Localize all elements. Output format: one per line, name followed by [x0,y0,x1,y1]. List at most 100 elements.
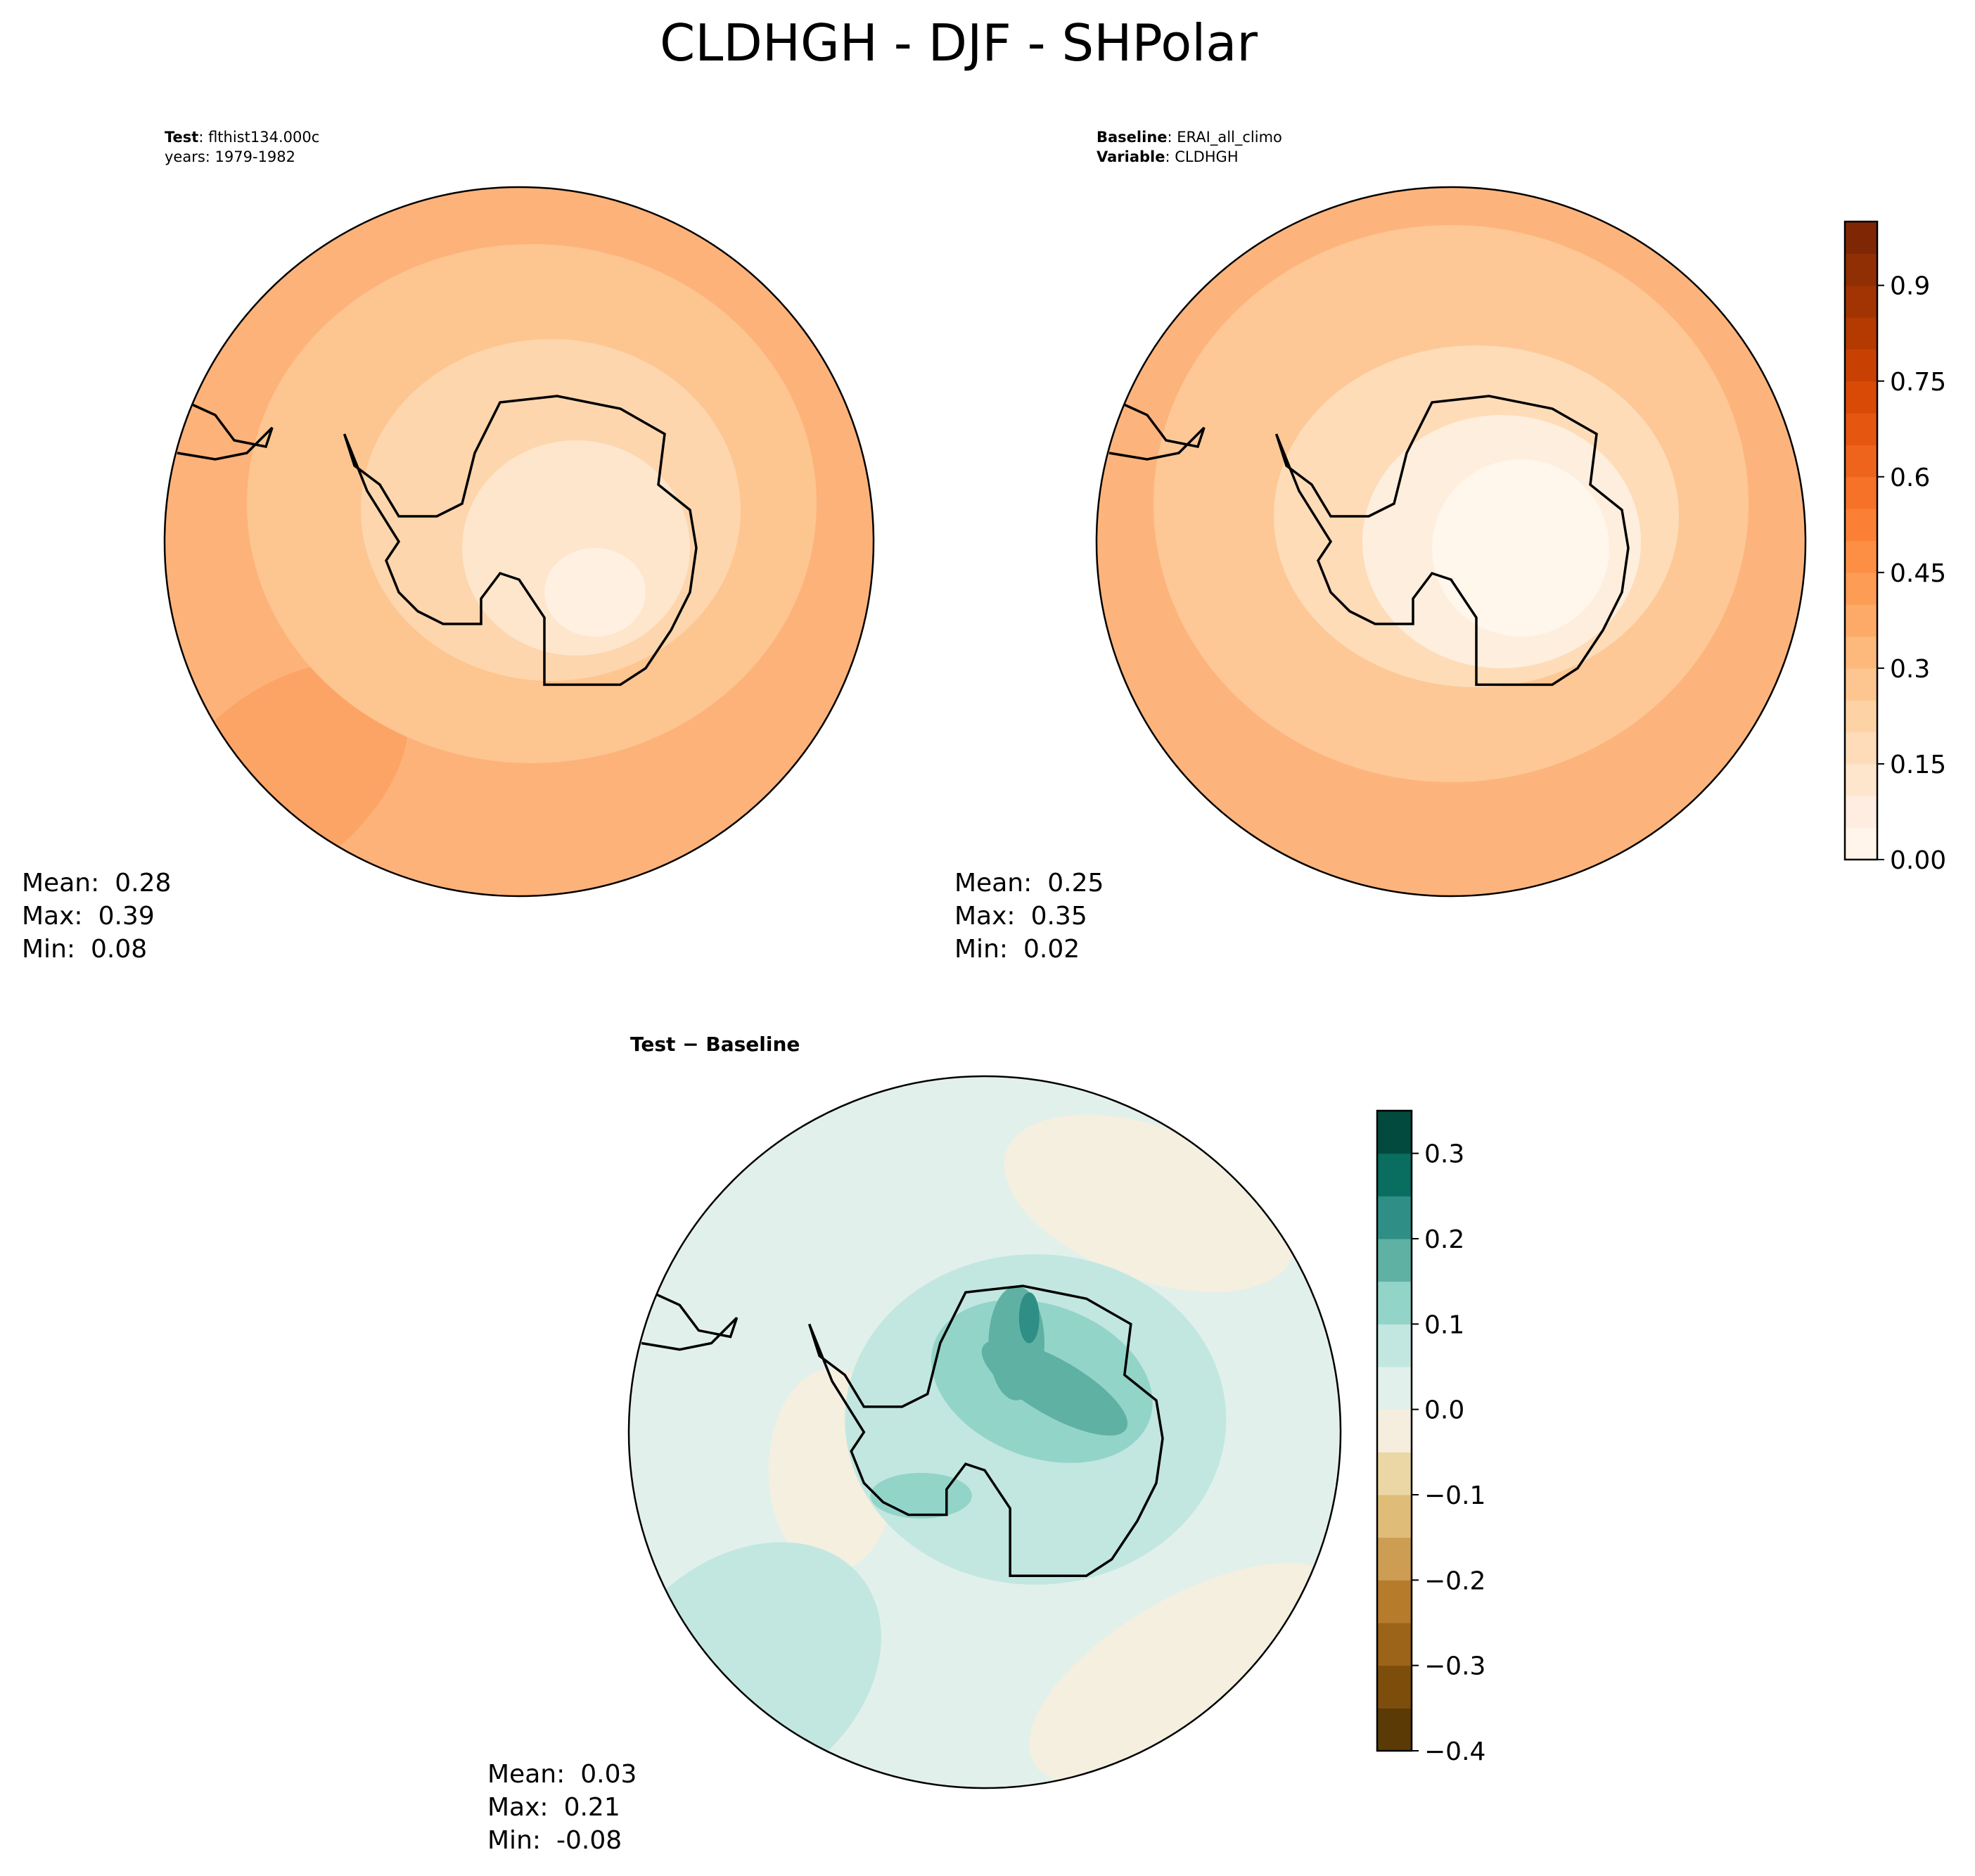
colorbar-band [1845,636,1877,669]
colorbar-band [1377,1409,1412,1453]
coastline [641,1292,737,1349]
colorbar-frame [1843,220,1879,861]
colorbar-band [1377,1580,1412,1623]
colorbar-band [1845,796,1877,829]
colorbar-band [1377,1239,1412,1282]
coastline [177,402,272,459]
coastline [345,396,696,684]
stat-label: Min: [22,935,75,964]
panel-header: Baseline: ERAI_all_climo [1097,129,1282,146]
stat-value: 0.08 [91,935,147,964]
contour-region [1018,1292,1040,1344]
colorbar-tick-label: −0.2 [1424,1566,1485,1595]
header-bold: Test [165,129,198,146]
colorbar-band [1845,700,1877,733]
stat-value: 0.39 [98,902,155,931]
colorbar-band [1845,317,1877,350]
colorbar-band [1845,285,1877,318]
map-boundary [163,186,875,898]
colorbar-band [1377,1367,1412,1410]
colorbar-band [1845,253,1877,286]
stat-label: Max: [487,1793,549,1822]
colorbar-band [1845,572,1877,605]
colorbar-tick-label: 0.00 [1890,846,1946,875]
stat-label: Min: [487,1826,541,1855]
colorbar-band [1845,540,1877,573]
colorbar-band [1377,1495,1412,1538]
stat-line: Max: 0.35 [954,902,1087,931]
map-panel: Test − Baseline Mean: 0.03 Max: 0.21 Min: -0.0… [487,1033,1485,1855]
colorbar-band [1845,413,1877,445]
coastline [810,1286,1163,1576]
stat-value: 0.35 [1031,902,1087,931]
stat-line: Min: -0.08 [487,1826,622,1855]
colorbar-tick-label: 0.0 [1424,1396,1464,1425]
colorbar-band [1377,1111,1412,1154]
coastline [1277,396,1628,684]
colorbar-band [1845,476,1877,509]
stat-line: Mean: 0.28 [22,869,171,898]
header-text: years: 1979-1982 [165,148,295,165]
stat-value: 0.03 [580,1760,637,1789]
colorbar-band [1377,1324,1412,1367]
header-bold: Baseline [1097,129,1168,146]
colorbar-tick-label: 0.3 [1890,655,1930,684]
contour-region [1432,459,1609,637]
stat-label: Min: [954,935,1008,964]
colorbar-band [1845,349,1877,382]
stat-label: Mean: [487,1760,565,1789]
colorbar-tick-label: 0.1 [1424,1310,1464,1339]
colorbar-band [1845,445,1877,478]
colorbar-tick-label: −0.4 [1424,1737,1485,1766]
contour-region [544,548,646,637]
colorbar-band [1845,222,1877,254]
contour-region [1029,1562,1341,1785]
colorbar-band [1845,381,1877,414]
map-fill [1097,187,1805,896]
header-bold: Variable [1097,148,1165,165]
panel-header: years: 1979-1982 [165,148,295,165]
colorbar-tick-label: 0.75 [1890,368,1946,397]
stat-label: Max: [22,902,83,931]
header-text: : ERAI_all_climo [1168,129,1282,146]
colorbar-band [1377,1281,1412,1325]
map-boundary [1095,186,1807,898]
colorbar-frame [1376,1109,1413,1752]
map-panel: Test: flthist134.000c years: 1979-1982 Mea… [22,129,875,964]
stat-line: Min: 0.02 [954,935,1080,964]
stat-label: Mean: [954,869,1032,898]
colorbar-band [1845,604,1877,637]
map-fill [629,1076,1341,1788]
colorbar-tick-label: 0.6 [1890,464,1930,492]
colorbar-tick-label: 0.15 [1890,751,1946,779]
colorbar-band [1377,1665,1412,1709]
stat-value: 0.21 [564,1793,620,1822]
stat-value: -0.08 [556,1826,622,1855]
colorbar-band [1377,1537,1412,1581]
coastline [1109,402,1204,459]
stat-value: 0.28 [115,869,171,898]
colorbar-band [1845,827,1877,860]
header-bold: Test − Baseline [630,1033,800,1056]
header-text: : flthist134.000c [198,129,319,146]
colorbar-tick-label: −0.3 [1424,1652,1485,1681]
map-boundary [627,1075,1342,1789]
contour-region [870,1472,972,1519]
panel-header: Test: flthist134.000c [165,129,319,146]
colorbar-tick-label: 0.2 [1424,1225,1464,1254]
colorbar-band [1377,1708,1412,1751]
colorbar-tick-label: 0.9 [1890,272,1930,301]
stat-line: Mean: 0.25 [954,869,1104,898]
map-fill [165,187,874,896]
stat-line: Max: 0.21 [487,1793,620,1822]
stat-line: Max: 0.39 [22,902,155,931]
stat-line: Min: 0.08 [22,935,147,964]
colorbar-band [1377,1623,1412,1666]
colorbar-band [1845,509,1877,541]
colorbar-tick-label: −0.1 [1424,1481,1485,1510]
header-text: : CLDHGH [1165,148,1238,165]
figure-title: CLDHGH - DJF - SHPolar [660,13,1258,72]
